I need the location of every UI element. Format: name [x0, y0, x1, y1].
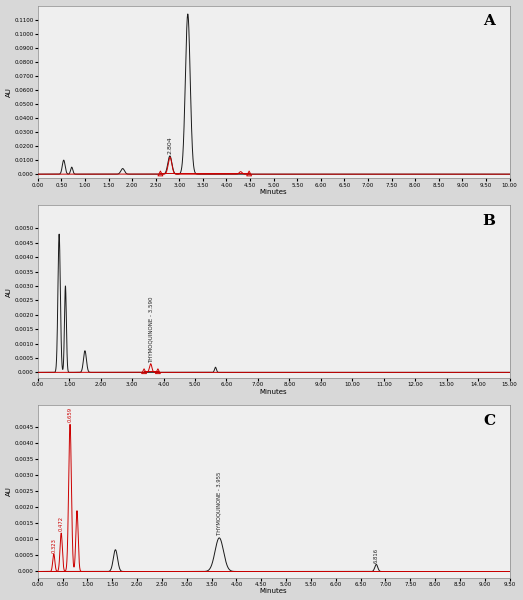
Text: B: B [482, 214, 495, 228]
Text: 2.804: 2.804 [167, 137, 173, 154]
Text: 6.816: 6.816 [374, 548, 379, 563]
Text: 0.659: 0.659 [67, 407, 73, 422]
Point [140, 367, 148, 376]
Text: A: A [484, 14, 495, 28]
Text: 0.323: 0.323 [51, 538, 56, 553]
Text: THYMOQUINONE - 3.955: THYMOQUINONE - 3.955 [217, 472, 222, 535]
Y-axis label: AU: AU [6, 287, 12, 296]
X-axis label: Minutes: Minutes [260, 589, 288, 595]
Y-axis label: AU: AU [6, 487, 12, 496]
Point [154, 367, 162, 376]
X-axis label: Minutes: Minutes [260, 389, 288, 395]
Text: THYMOQUINONE - 3.590: THYMOQUINONE - 3.590 [148, 296, 153, 363]
Text: 0.472: 0.472 [59, 517, 64, 532]
Point [245, 169, 253, 178]
Y-axis label: AU: AU [6, 87, 12, 97]
Point [156, 169, 165, 178]
X-axis label: Minutes: Minutes [260, 189, 288, 195]
Text: C: C [483, 414, 495, 428]
